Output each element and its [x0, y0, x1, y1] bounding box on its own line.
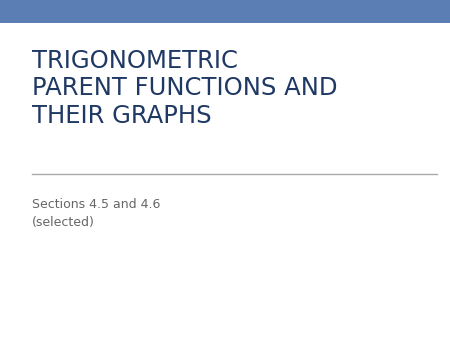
Text: Sections 4.5 and 4.6
(selected): Sections 4.5 and 4.6 (selected): [32, 198, 160, 229]
Text: TRIGONOMETRIC
PARENT FUNCTIONS AND
THEIR GRAPHS: TRIGONOMETRIC PARENT FUNCTIONS AND THEIR…: [32, 49, 337, 128]
Bar: [0, 0, 450, 23]
